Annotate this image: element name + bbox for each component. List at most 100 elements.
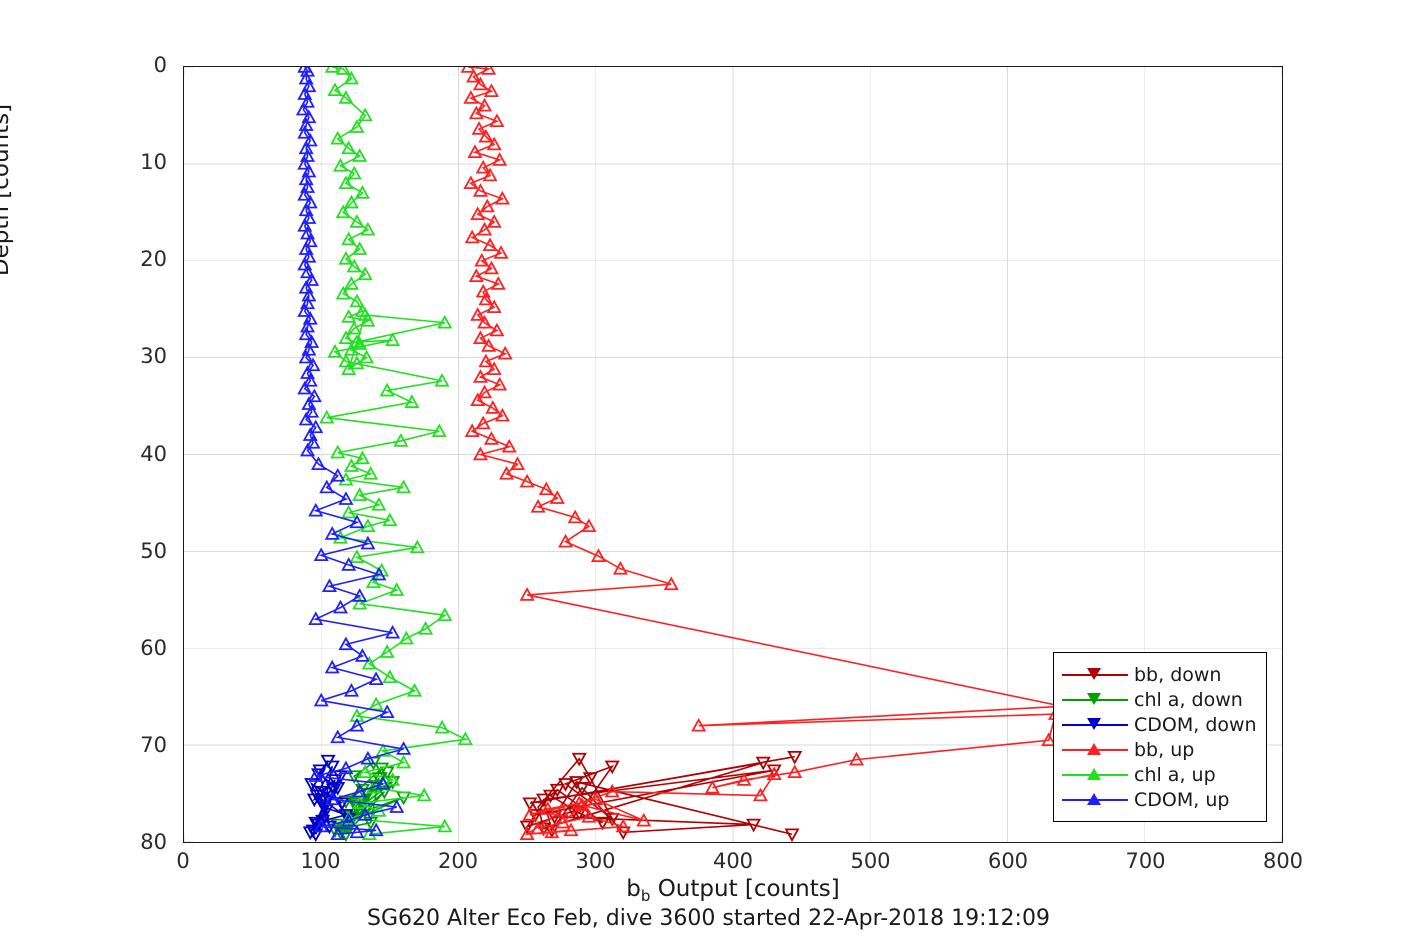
data-marker bbox=[368, 696, 384, 711]
data-marker bbox=[787, 750, 803, 765]
data-marker bbox=[530, 498, 546, 513]
data-marker bbox=[489, 322, 505, 337]
legend[interactable]: bb, down chl a, down CDOM, down bb, up chl a… bbox=[1053, 652, 1267, 822]
x-axis-title: bb Output [counts] bbox=[183, 876, 1283, 905]
data-marker bbox=[360, 518, 376, 532]
data-marker bbox=[379, 382, 395, 397]
triangle-down-icon bbox=[1087, 717, 1101, 730]
legend-symbol bbox=[1062, 664, 1128, 686]
legend-item-cdom-down[interactable]: CDOM, down bbox=[1062, 712, 1257, 737]
data-marker bbox=[338, 90, 354, 104]
data-marker bbox=[510, 456, 526, 470]
data-marker bbox=[357, 307, 373, 321]
data-marker bbox=[501, 438, 517, 453]
data-marker bbox=[330, 467, 346, 482]
data-marker bbox=[489, 113, 505, 128]
legend-item-bb-down[interactable]: bb, down bbox=[1062, 662, 1256, 687]
data-marker bbox=[475, 415, 491, 430]
data-marker bbox=[338, 175, 354, 190]
data-marker bbox=[306, 388, 322, 403]
data-marker bbox=[615, 826, 631, 841]
data-marker bbox=[486, 214, 502, 228]
legend-item-cdom-up[interactable]: CDOM, up bbox=[1062, 787, 1256, 812]
y-tick-label: 0 bbox=[153, 53, 167, 77]
data-marker bbox=[368, 671, 384, 686]
data-marker bbox=[519, 826, 535, 841]
data-marker bbox=[483, 431, 499, 445]
data-marker bbox=[581, 518, 597, 532]
data-marker bbox=[563, 822, 579, 837]
data-marker bbox=[330, 130, 346, 145]
data-marker bbox=[604, 760, 620, 775]
legend-label: bb, up bbox=[1134, 738, 1195, 761]
data-marker bbox=[636, 812, 652, 827]
data-marker bbox=[341, 504, 357, 519]
y-tick-label: 10 bbox=[140, 150, 167, 175]
data-marker bbox=[481, 67, 497, 75]
data-marker bbox=[315, 814, 331, 829]
data-marker bbox=[365, 574, 381, 589]
data-marker bbox=[472, 76, 488, 91]
data-marker bbox=[349, 824, 365, 839]
data-marker bbox=[301, 210, 317, 224]
y-tick-label: 60 bbox=[140, 635, 167, 660]
data-marker bbox=[470, 392, 486, 407]
legend-item-chl-down[interactable]: chl a, down bbox=[1062, 687, 1256, 712]
data-marker bbox=[604, 783, 620, 798]
data-marker bbox=[341, 140, 357, 155]
triangle-down-icon bbox=[1087, 667, 1101, 680]
data-marker bbox=[338, 250, 354, 265]
y-axis-title: Depth [counts] bbox=[0, 103, 14, 277]
x-tick-label: 600 bbox=[987, 849, 1029, 873]
data-marker bbox=[352, 148, 368, 162]
data-marker bbox=[354, 450, 370, 465]
data-marker bbox=[538, 481, 554, 496]
data-marker bbox=[300, 264, 316, 279]
data-marker bbox=[308, 816, 324, 831]
data-marker bbox=[497, 345, 513, 360]
data-marker bbox=[375, 776, 391, 790]
data-marker bbox=[352, 241, 368, 255]
data-marker bbox=[357, 764, 373, 779]
data-marker bbox=[574, 781, 590, 796]
data-marker bbox=[297, 156, 313, 170]
data-marker bbox=[305, 435, 321, 449]
y-tick-label: 30 bbox=[140, 344, 167, 369]
data-marker bbox=[766, 764, 782, 779]
data-marker bbox=[590, 548, 607, 563]
series-chl-up bbox=[319, 67, 473, 841]
data-marker bbox=[434, 373, 450, 387]
data-marker bbox=[338, 760, 354, 775]
data-marker bbox=[482, 237, 498, 252]
data-marker bbox=[542, 789, 558, 804]
data-marker bbox=[478, 353, 494, 368]
data-layer bbox=[295, 67, 1070, 842]
y-tick-label: 70 bbox=[140, 732, 167, 757]
data-marker bbox=[472, 330, 488, 345]
data-marker bbox=[466, 68, 482, 83]
plot-area bbox=[183, 66, 1283, 843]
data-marker bbox=[519, 473, 535, 488]
data-marker bbox=[375, 743, 391, 757]
data-marker bbox=[297, 303, 313, 317]
data-marker bbox=[612, 560, 628, 575]
legend-item-chl-up[interactable]: chl a, up bbox=[1062, 762, 1256, 787]
data-marker bbox=[319, 479, 335, 494]
data-marker bbox=[341, 231, 357, 246]
data-marker bbox=[483, 83, 499, 98]
legend-label: chl a, up bbox=[1134, 763, 1216, 786]
triangle-up-icon bbox=[1087, 742, 1101, 755]
x-tick-label: 200 bbox=[437, 849, 479, 873]
data-marker bbox=[354, 185, 370, 199]
data-marker bbox=[371, 566, 387, 581]
legend-item-bb-up[interactable]: bb, up bbox=[1062, 737, 1256, 762]
data-marker bbox=[493, 245, 509, 259]
data-marker bbox=[615, 818, 631, 833]
data-marker bbox=[477, 314, 493, 329]
data-marker bbox=[544, 824, 560, 839]
data-marker bbox=[346, 320, 362, 335]
data-marker bbox=[416, 787, 432, 802]
data-marker bbox=[574, 797, 590, 811]
data-marker bbox=[483, 260, 499, 275]
legend-symbol bbox=[1062, 764, 1128, 786]
